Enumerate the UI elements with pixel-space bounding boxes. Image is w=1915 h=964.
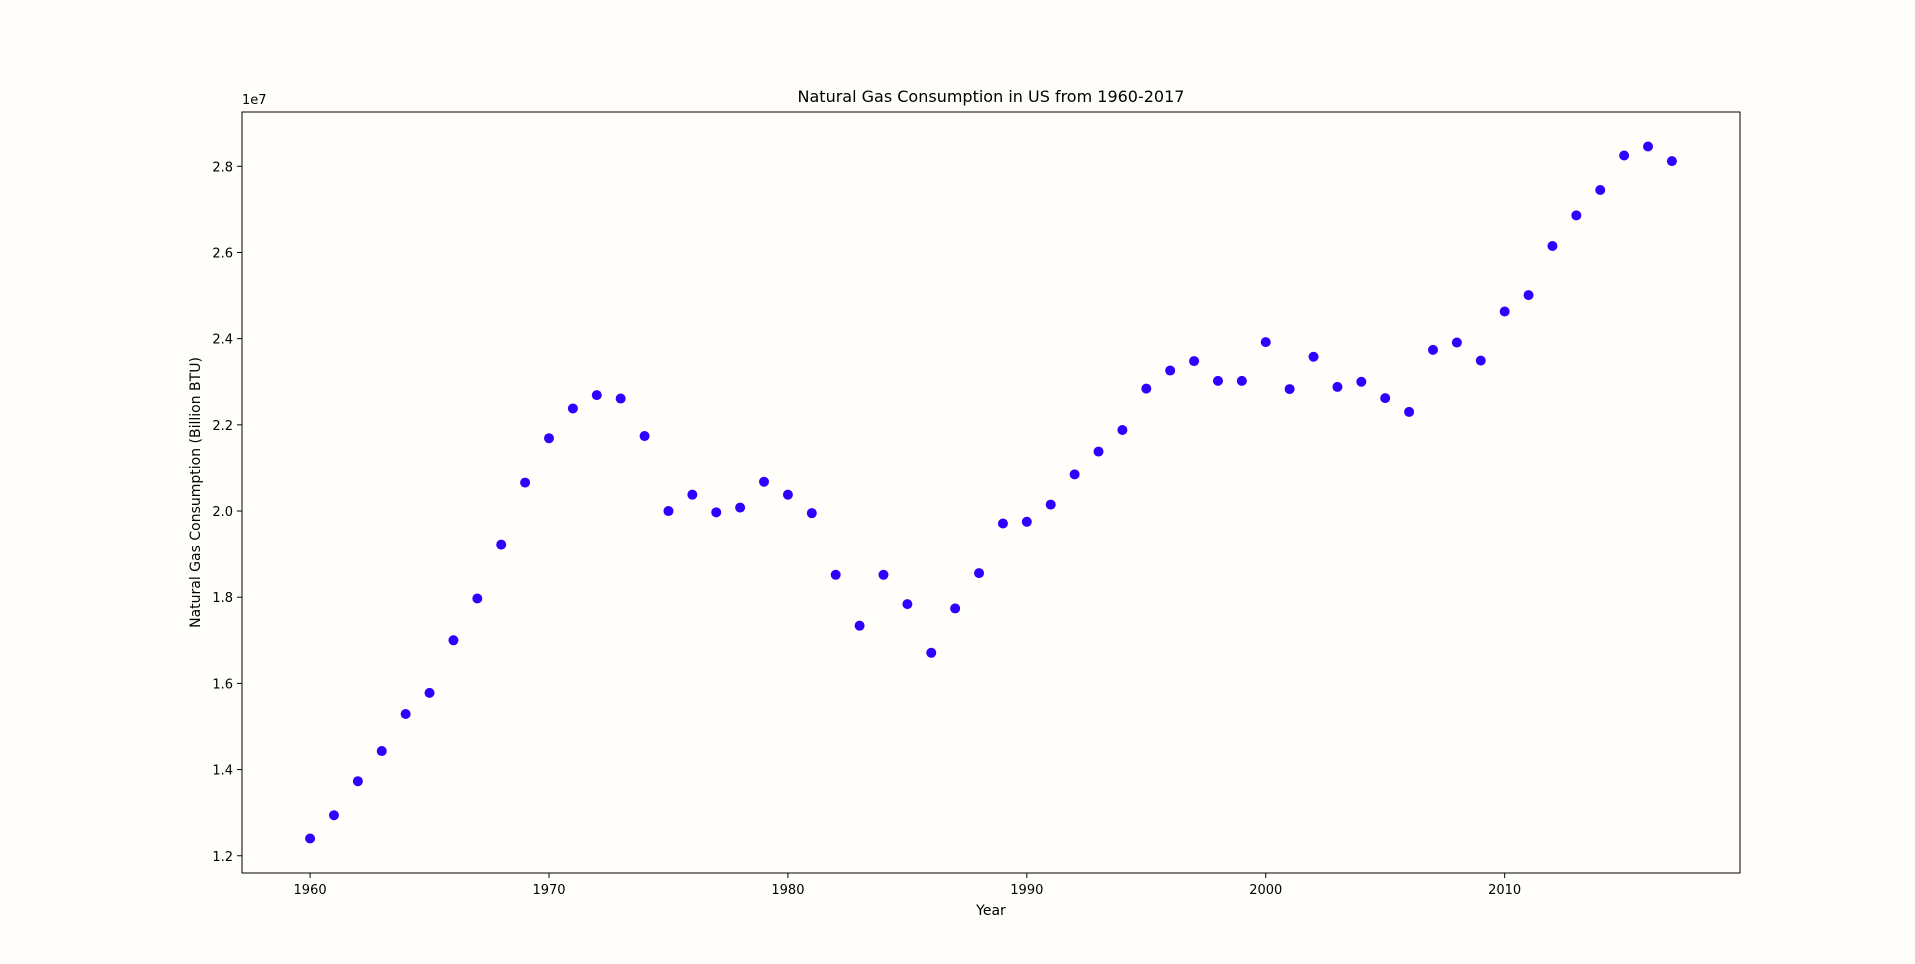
x-tick-label: 2010 bbox=[1488, 883, 1521, 898]
data-point bbox=[591, 390, 602, 401]
chart-title: Natural Gas Consumption in US from 1960-… bbox=[798, 87, 1185, 106]
data-point bbox=[878, 569, 889, 580]
data-point bbox=[1260, 337, 1271, 348]
data-point bbox=[1356, 376, 1367, 387]
data-point bbox=[520, 477, 531, 488]
data-point bbox=[735, 502, 746, 513]
y-tick-label: 2.4 bbox=[212, 333, 233, 348]
y-tick-label: 1.4 bbox=[212, 764, 233, 779]
data-point bbox=[1571, 210, 1582, 221]
x-tick-label: 1980 bbox=[771, 883, 804, 898]
data-point bbox=[352, 776, 363, 787]
data-point bbox=[567, 403, 578, 414]
data-point bbox=[448, 635, 459, 646]
data-point bbox=[1236, 375, 1247, 386]
data-point bbox=[1619, 150, 1630, 161]
data-point bbox=[1117, 425, 1128, 436]
data-point bbox=[1069, 469, 1080, 480]
x-axis-ticks: 1960 1970 1980 1990 2000 2010 bbox=[294, 873, 1521, 898]
data-point bbox=[997, 518, 1008, 529]
data-point bbox=[854, 620, 865, 631]
data-point bbox=[759, 476, 770, 487]
data-point bbox=[1499, 306, 1510, 317]
data-point bbox=[400, 708, 411, 719]
y-tick-label: 2.0 bbox=[212, 505, 233, 520]
data-point bbox=[1547, 241, 1558, 252]
data-point bbox=[1332, 381, 1343, 392]
data-point bbox=[1284, 384, 1295, 395]
x-tick-label: 1960 bbox=[294, 883, 327, 898]
data-point bbox=[305, 833, 316, 844]
data-point bbox=[926, 647, 937, 658]
x-tick-label: 2000 bbox=[1249, 883, 1282, 898]
data-point bbox=[1141, 383, 1152, 394]
data-point bbox=[639, 431, 650, 442]
data-point bbox=[424, 687, 435, 698]
y-tick-label: 1.2 bbox=[212, 850, 233, 865]
data-point bbox=[1404, 406, 1415, 417]
data-point bbox=[1045, 499, 1056, 510]
y-tick-label: 2.6 bbox=[212, 246, 233, 261]
data-point bbox=[687, 489, 698, 500]
data-point bbox=[544, 433, 555, 444]
data-point bbox=[1189, 356, 1200, 367]
data-point bbox=[950, 603, 961, 614]
data-point bbox=[1643, 141, 1654, 152]
data-point bbox=[782, 489, 793, 500]
data-point bbox=[1451, 337, 1462, 348]
y-tick-label: 1.6 bbox=[212, 677, 233, 692]
data-point bbox=[1666, 156, 1677, 167]
data-point bbox=[496, 539, 507, 550]
data-point bbox=[1212, 375, 1223, 386]
plot-frame bbox=[241, 111, 1741, 874]
data-point bbox=[974, 568, 985, 579]
x-tick-label: 1990 bbox=[1010, 883, 1043, 898]
y-axis-offset-label: 1e7 bbox=[242, 93, 267, 108]
y-tick-label: 1.8 bbox=[212, 591, 233, 606]
data-point bbox=[1308, 351, 1319, 362]
data-point bbox=[663, 506, 674, 517]
data-point bbox=[328, 810, 339, 821]
data-point bbox=[830, 569, 841, 580]
y-axis-ticks: 1.2 1.4 1.6 1.8 2.0 2.2 2.4 2.6 2.8 bbox=[212, 160, 242, 865]
y-tick-label: 2.8 bbox=[212, 160, 233, 175]
data-point bbox=[376, 746, 387, 757]
data-point bbox=[1595, 184, 1606, 195]
data-point bbox=[1427, 344, 1438, 355]
data-point bbox=[1021, 516, 1032, 527]
data-point bbox=[1165, 365, 1176, 376]
y-axis-label: Natural Gas Consumption (Billion BTU) bbox=[188, 357, 204, 628]
data-point bbox=[711, 507, 722, 518]
x-tick-label: 1970 bbox=[532, 883, 565, 898]
data-point bbox=[472, 593, 483, 604]
data-point bbox=[1475, 355, 1486, 366]
data-point bbox=[615, 393, 626, 404]
data-point bbox=[902, 599, 913, 610]
data-point bbox=[1380, 393, 1391, 404]
y-tick-label: 2.2 bbox=[212, 419, 233, 434]
data-point bbox=[1523, 290, 1534, 301]
data-point bbox=[1093, 446, 1104, 457]
data-point bbox=[806, 508, 817, 519]
x-axis-label: Year bbox=[975, 903, 1006, 919]
data-points bbox=[305, 141, 1677, 844]
